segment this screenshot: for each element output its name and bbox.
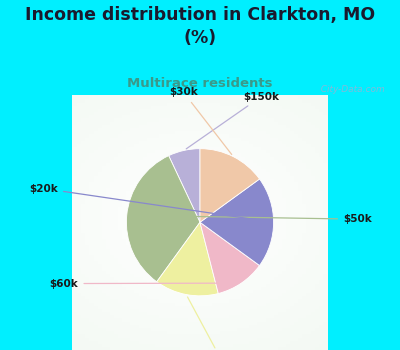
Wedge shape: [169, 149, 200, 222]
Text: Income distribution in Clarkton, MO
(%): Income distribution in Clarkton, MO (%): [25, 6, 375, 47]
Wedge shape: [200, 222, 260, 294]
Text: $20k: $20k: [29, 183, 271, 222]
Wedge shape: [200, 179, 274, 266]
Text: City-Data.com: City-Data.com: [315, 85, 385, 94]
Text: $50k: $50k: [130, 214, 372, 224]
Text: Multirace residents: Multirace residents: [127, 77, 273, 90]
Wedge shape: [200, 149, 260, 222]
Text: $150k: $150k: [186, 92, 279, 149]
Text: $30k: $30k: [169, 88, 232, 154]
Wedge shape: [157, 222, 218, 296]
Wedge shape: [126, 156, 200, 282]
Text: $10k: $10k: [188, 297, 235, 350]
Text: $60k: $60k: [50, 279, 238, 288]
